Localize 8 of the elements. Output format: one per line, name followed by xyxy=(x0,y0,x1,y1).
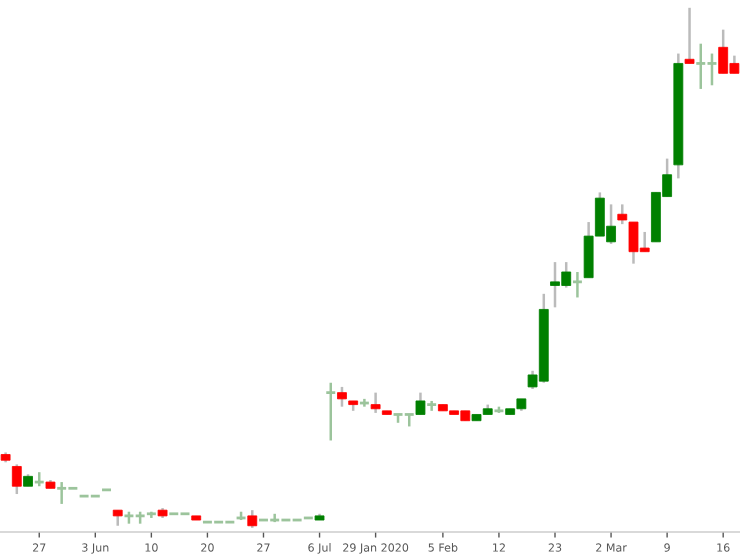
candlestick xyxy=(617,203,628,226)
candlestick xyxy=(415,391,426,416)
candlestick xyxy=(337,385,347,408)
candlestick xyxy=(684,6,695,65)
candlestick xyxy=(370,391,381,415)
candlestick xyxy=(571,270,584,299)
candlestick xyxy=(324,381,337,442)
candlestick xyxy=(11,463,22,496)
